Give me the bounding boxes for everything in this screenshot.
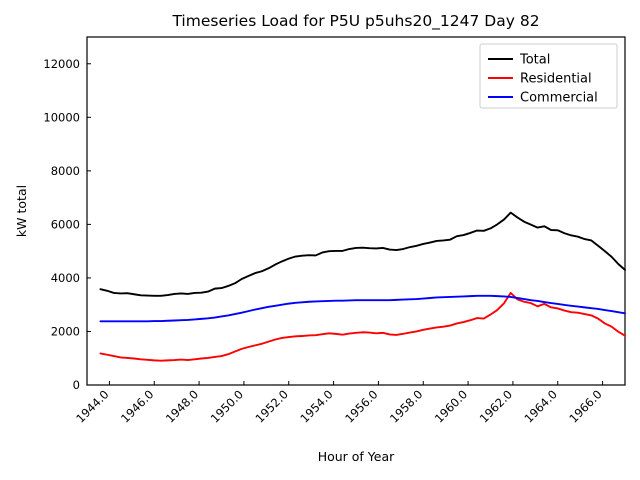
data-series-group [99,211,626,362]
legend-item-total[interactable]: Total [488,53,550,68]
x-axis-ticks: 1944.0 1946.0 1948.0 1950.0 1952.0 1954.0 1956… [73,381,605,426]
series-line-residential [99,291,626,362]
x-tick-label: 1946.0 [118,387,156,425]
y-tick-label: 4000 [51,271,80,285]
x-tick-label: 1964.0 [522,387,560,425]
series-line-commercial [99,294,626,323]
x-tick-label: 1966.0 [566,387,604,425]
y-tick-label: 12000 [43,57,80,71]
y-axis-label: kW total [14,185,29,237]
x-tick-label: 1956.0 [342,387,380,425]
y-tick-label: 10000 [43,110,80,124]
chart-title-group: Timeseries Load for P5U p5uhs20_1247 Day… [171,12,539,31]
y-tick-label: 8000 [51,164,80,178]
x-tick-label: 1950.0 [208,387,246,425]
x-tick-label: 1944.0 [73,387,111,425]
y-axis-ticks: 0 2000 4000 6000 8000 10000 12000 [43,57,91,392]
y-tick-label: 2000 [51,324,80,338]
page-title: Timeseries Load for P5U p5uhs20_1247 Day… [171,12,539,31]
x-tick-label: 1952.0 [253,387,291,425]
x-axis-label: Hour of Year [318,449,395,464]
series-line-total [99,211,626,297]
x-tick-label: 1960.0 [432,387,470,425]
y-tick-label: 6000 [51,217,80,231]
legend-label-residential: Residential [520,72,592,87]
legend-background [479,43,618,109]
x-tick-label: 1948.0 [163,387,201,425]
chart-legend[interactable]: Total Residential Commercial [479,43,618,109]
legend-label-total: Total [519,53,550,68]
plot-area-border [86,36,626,386]
y-axis-title-group: kW total [14,185,29,237]
legend-item-commercial[interactable]: Commercial [488,91,598,106]
x-tick-label: 1958.0 [387,387,425,425]
y-tick-label: 0 [73,378,80,392]
x-tick-label: 1954.0 [297,387,335,425]
x-tick-label: 1962.0 [477,387,515,425]
legend-item-residential[interactable]: Residential [488,72,592,87]
x-axis-title-group: Hour of Year [318,449,395,464]
legend-label-commercial: Commercial [520,91,598,106]
plot-frame [86,36,626,386]
